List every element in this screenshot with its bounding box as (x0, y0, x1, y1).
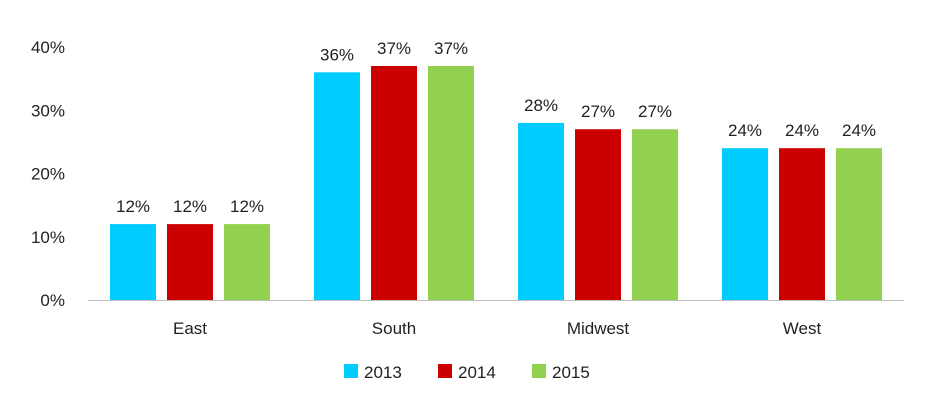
y-tick-label: 40% (31, 38, 65, 57)
bars (110, 65, 882, 301)
bar-midwest-2013 (518, 122, 564, 301)
data-label: 24% (728, 121, 762, 140)
data-label: 12% (230, 197, 264, 216)
legend-label: 2014 (458, 363, 496, 382)
legend-swatch (344, 364, 358, 378)
legend-label: 2013 (364, 363, 402, 382)
data-label: 27% (638, 102, 672, 121)
bar-south-2015 (428, 65, 474, 300)
x-tick-label: West (783, 319, 822, 338)
data-label: 37% (377, 39, 411, 58)
data-label: 24% (785, 121, 819, 140)
bar-east-2013 (110, 224, 156, 300)
x-tick-label: Midwest (567, 319, 630, 338)
legend-label: 2015 (552, 363, 590, 382)
data-label: 36% (320, 45, 354, 64)
y-tick-label: 30% (31, 101, 65, 120)
bar-east-2014 (167, 224, 213, 300)
data-label: 12% (116, 197, 150, 216)
legend-swatch (438, 364, 452, 378)
bar-south-2013 (314, 72, 360, 300)
bar-west-2014 (779, 148, 825, 300)
data-label: 28% (524, 96, 558, 115)
legend-swatch (532, 364, 546, 378)
bar-west-2013 (722, 148, 768, 300)
x-axis: East South Midwest West (88, 300, 904, 338)
bar-west-2015 (836, 148, 882, 300)
bar-south-2014 (371, 65, 417, 300)
bar-midwest-2014 (575, 129, 621, 300)
bar-east-2015 (224, 224, 270, 300)
data-label: 24% (842, 121, 876, 140)
data-label: 12% (173, 197, 207, 216)
bar-midwest-2015 (632, 129, 678, 300)
data-label: 27% (581, 102, 615, 121)
data-labels: 12% 12% 12% 36% 37% 37% 28% 27% 27% 24% 24% 24% (116, 39, 876, 216)
y-tick-label: 10% (31, 228, 65, 247)
y-axis: 0% 10% 20% 30% 40% (31, 38, 65, 310)
x-tick-label: South (372, 319, 416, 338)
y-tick-label: 0% (40, 291, 65, 310)
legend: 2013 2014 2015 (344, 363, 590, 382)
x-tick-label: East (173, 319, 207, 338)
data-label: 37% (434, 39, 468, 58)
y-tick-label: 20% (31, 165, 65, 184)
